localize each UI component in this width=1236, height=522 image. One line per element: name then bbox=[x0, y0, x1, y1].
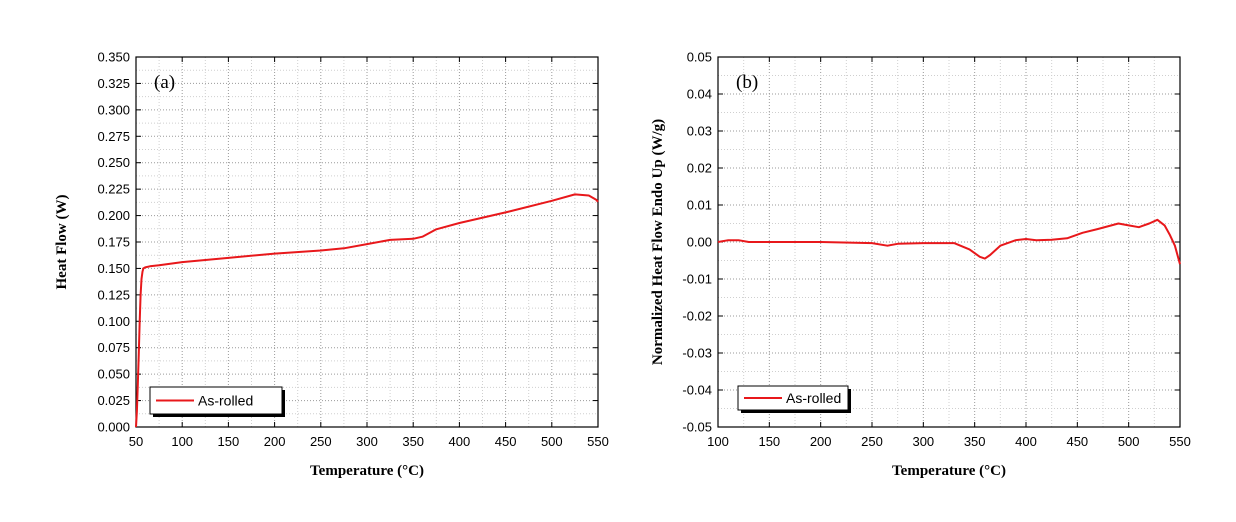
legend-label: As-rolled bbox=[198, 393, 253, 409]
x-tick-label: 250 bbox=[861, 434, 883, 449]
x-axis-title: Temperature (°C) bbox=[310, 463, 424, 479]
y-tick-label: 0.150 bbox=[97, 261, 130, 276]
plot-frame bbox=[135, 56, 599, 428]
y-tick-label: -0.03 bbox=[682, 346, 712, 361]
series-line-1 bbox=[135, 193, 599, 428]
x-tick-label: 400 bbox=[1015, 434, 1037, 449]
y-tick-label: 0.050 bbox=[97, 367, 130, 382]
y-tick-label: 0.225 bbox=[97, 182, 130, 197]
y-tick-label: 0.00 bbox=[687, 235, 712, 250]
legend-box bbox=[149, 386, 283, 415]
y-tick-label: -0.02 bbox=[682, 309, 712, 324]
y-axis-title: Heat Flow (W) bbox=[54, 195, 70, 290]
x-tick-label: 150 bbox=[218, 434, 240, 449]
y-tick-label: 0.350 bbox=[97, 50, 130, 65]
x-tick-label: 150 bbox=[758, 434, 780, 449]
series-line-1 bbox=[717, 218, 1181, 265]
y-tick-label: 0.300 bbox=[97, 102, 130, 117]
chart-panel-b: 100 150 200 250 300 350 400 450 500 550 -0.05 -0.04… bbox=[650, 50, 1191, 480]
x-tick-label: 50 bbox=[129, 434, 143, 449]
x-tick-label: 300 bbox=[912, 434, 934, 449]
x-tick-label: 100 bbox=[171, 434, 193, 449]
legend-label: As-rolled bbox=[786, 390, 841, 406]
x-tick-label: 100 bbox=[707, 434, 729, 449]
legend: As-rolled bbox=[149, 386, 285, 417]
y-tick-label: -0.05 bbox=[682, 420, 712, 435]
y-tick-label: -0.04 bbox=[682, 383, 712, 398]
y-tick-label: 0.025 bbox=[97, 393, 130, 408]
y-tick-label: 0.325 bbox=[97, 76, 130, 91]
y-tick-label: 0.000 bbox=[97, 420, 130, 435]
x-tick-label: 300 bbox=[356, 434, 378, 449]
legend: As-rolled bbox=[737, 385, 851, 413]
x-tick-label: 450 bbox=[495, 434, 517, 449]
x-tick-label: 450 bbox=[1066, 434, 1088, 449]
y-tick-label: 0.125 bbox=[97, 287, 130, 302]
x-tick-label: 350 bbox=[402, 434, 424, 449]
x-tick-label: 350 bbox=[964, 434, 986, 449]
y-tick-label: 0.04 bbox=[687, 87, 712, 102]
x-tick-label: 550 bbox=[1169, 434, 1191, 449]
x-tick-label: 500 bbox=[1118, 434, 1140, 449]
x-tick-label: 400 bbox=[449, 434, 471, 449]
y-tick-label: 0.02 bbox=[687, 161, 712, 176]
y-tick-label: 0.05 bbox=[687, 50, 712, 65]
y-tick-label: 0.03 bbox=[687, 124, 712, 139]
y-tick-label: 0.075 bbox=[97, 340, 130, 355]
y-tick-label: 0.100 bbox=[97, 314, 130, 329]
y-axis-title: Normalized Heat Flow Endo Up (W/g) bbox=[650, 119, 666, 365]
x-tick-label: 200 bbox=[264, 434, 286, 449]
panel-label: (b) bbox=[736, 72, 758, 93]
chart-panel-a: 50 100 150 200 250 300 350 400 450 500 550 0.000 0.0… bbox=[54, 50, 609, 480]
x-tick-label: 250 bbox=[310, 434, 332, 449]
y-tick-label: 0.01 bbox=[687, 198, 712, 213]
y-tick-label: 0.275 bbox=[97, 129, 130, 144]
y-tick-label: 0.200 bbox=[97, 208, 130, 223]
x-axis-title: Temperature (°C) bbox=[892, 463, 1006, 479]
y-tick-label: 0.175 bbox=[97, 235, 130, 250]
y-tick-label: -0.01 bbox=[682, 272, 712, 287]
x-tick-label: 550 bbox=[587, 434, 609, 449]
y-tick-label: 0.250 bbox=[97, 155, 130, 170]
x-tick-label: 500 bbox=[541, 434, 563, 449]
panel-label: (a) bbox=[154, 72, 175, 93]
x-tick-label: 200 bbox=[810, 434, 832, 449]
